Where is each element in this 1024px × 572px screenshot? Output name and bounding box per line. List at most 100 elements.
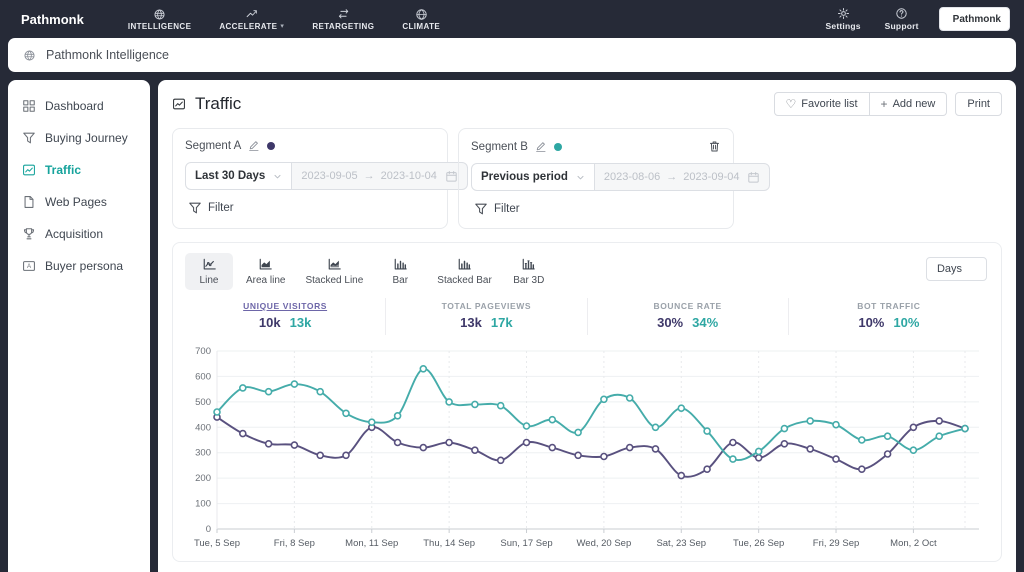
svg-text:300: 300 <box>195 448 211 459</box>
date-start: 2023-09-05 <box>301 170 358 182</box>
account-button[interactable]: Pathmonk <box>938 7 1010 31</box>
bar3d-tab-icon <box>520 258 537 272</box>
sidebar-item-dashboard[interactable]: Dashboard <box>8 90 150 122</box>
metric-bot-traffic[interactable]: BOT TRAFFIC 10% 10% <box>787 298 989 335</box>
metric-value-segment-b: 17k <box>490 315 513 330</box>
date-range-input[interactable]: 2023-09-05 → 2023-10-04 <box>292 162 468 190</box>
filter-button[interactable]: Filter <box>185 201 435 215</box>
pencil-icon[interactable] <box>535 141 547 153</box>
svg-text:Mon, 2 Oct: Mon, 2 Oct <box>890 538 937 549</box>
svg-text:Tue, 5 Sep: Tue, 5 Sep <box>194 538 240 549</box>
filter-button[interactable]: Filter <box>471 202 721 216</box>
account-button-label: Pathmonk <box>952 13 1001 25</box>
main-panel: Traffic ♡ Favorite list + Add new <box>158 80 1016 572</box>
main-header: Traffic ♡ Favorite list + Add new <box>172 92 1002 116</box>
date-preset-select[interactable]: Last 30 Days <box>185 162 293 190</box>
nav-item-retargeting[interactable]: RETARGETING <box>312 8 374 31</box>
intelligence-icon <box>23 49 36 62</box>
chart-tab-line[interactable]: Line <box>185 253 233 290</box>
chart-tab-area-line[interactable]: Area line <box>239 253 292 290</box>
funnel-icon <box>188 201 202 215</box>
date-end: 2023-09-04 <box>683 171 740 183</box>
svg-text:200: 200 <box>195 473 211 484</box>
nav-item-support[interactable]: Support <box>885 7 919 31</box>
metric-value-segment-a: 10% <box>858 315 885 330</box>
funnel-icon <box>474 202 488 216</box>
svg-text:400: 400 <box>195 422 211 433</box>
print-button[interactable]: Print <box>955 92 1002 116</box>
traffic-line-chart[interactable]: 0 100 200 300 400 500 600 700 Tue, 5 Sep Fri, 8 S… <box>185 341 989 553</box>
dashboard-icon <box>22 99 36 113</box>
granularity-select[interactable]: Days <box>925 257 987 281</box>
date-range-input[interactable]: 2023-08-06 → 2023-09-04 <box>594 163 771 191</box>
chart-tab-bar[interactable]: Bar <box>376 253 424 290</box>
chevron-down-icon <box>576 173 585 182</box>
chart-tab-stacked-bar[interactable]: Stacked Bar <box>430 253 498 290</box>
area-tab-icon <box>257 258 274 272</box>
svg-text:500: 500 <box>195 397 211 408</box>
intelligence-icon <box>153 8 166 20</box>
topnav-right: Settings Support <box>826 7 919 31</box>
date-start: 2023-08-06 <box>603 171 661 183</box>
range-arrow: → <box>666 171 678 183</box>
pencil-icon[interactable] <box>248 140 260 152</box>
sidebar-item-web-pages[interactable]: Web Pages <box>8 186 150 218</box>
chart-toolbar: Line Area line Stacked Line Bar Stacked … <box>185 253 989 290</box>
top-navigation: Pathmonk INTELLIGENCE ACCELERATE ▾ RETARG… <box>0 0 1024 38</box>
web-pages-icon <box>22 195 36 209</box>
chart-tab-bar-3d[interactable]: Bar 3D <box>505 253 553 290</box>
svg-text:Fri, 29 Sep: Fri, 29 Sep <box>813 538 859 549</box>
pathmonk-logo[interactable]: Pathmonk <box>14 12 84 27</box>
sidebar-item-buyer-persona[interactable]: A Buyer persona <box>8 250 150 282</box>
breadcrumb-label: Pathmonk Intelligence <box>46 48 169 62</box>
metric-total-pageviews[interactable]: TOTAL PAGEVIEWS 13k 17k <box>385 298 586 335</box>
sidebar-item-acquisition[interactable]: Acquisition <box>8 218 150 250</box>
metric-value-segment-a: 13k <box>460 315 482 330</box>
svg-text:Sat, 23 Sep: Sat, 23 Sep <box>656 538 706 549</box>
chart-tab-stacked-line[interactable]: Stacked Line <box>298 253 370 290</box>
chevron-down-icon: ▾ <box>280 23 285 30</box>
metric-value-segment-b: 34% <box>692 315 719 330</box>
header-actions: ♡ Favorite list + Add new Print <box>773 92 1002 116</box>
climate-icon <box>415 8 428 20</box>
logo-text: Pathmonk <box>21 11 84 27</box>
nav-item-intelligence[interactable]: INTELLIGENCE <box>128 8 191 31</box>
svg-text:0: 0 <box>206 524 211 535</box>
metric-value-segment-b: 10% <box>893 315 920 330</box>
metric-value-segment-b: 13k <box>289 315 312 330</box>
segment-panels: Segment A Last 30 Days 2023-09-05 → 2023… <box>172 128 1002 229</box>
add-new-button[interactable]: + Add new <box>869 92 948 116</box>
svg-text:100: 100 <box>195 499 211 510</box>
range-arrow: → <box>363 170 375 182</box>
nav-item-settings[interactable]: Settings <box>826 7 861 31</box>
heart-icon: ♡ <box>785 97 797 111</box>
svg-text:Thu, 14 Sep: Thu, 14 Sep <box>423 538 475 549</box>
svg-text:Wed, 20 Sep: Wed, 20 Sep <box>577 538 632 549</box>
traffic-chart-icon <box>172 97 186 111</box>
header-button-group: ♡ Favorite list + Add new <box>773 92 948 116</box>
metric-unique-visitors[interactable]: UNIQUE VISITORS 10k 13k <box>243 301 328 330</box>
segment-panel-b: Segment B Previous period 2023-08-06 → 2… <box>458 128 771 229</box>
trash-icon[interactable] <box>708 140 721 153</box>
nav-item-accelerate[interactable]: ACCELERATE ▾ <box>219 8 284 31</box>
content-area: Dashboard Buying Journey Traffic Web Pag… <box>8 80 1016 572</box>
sidebar-item-traffic[interactable]: Traffic <box>8 154 150 186</box>
traffic-chart-icon <box>22 163 36 177</box>
date-preset-select[interactable]: Previous period <box>471 163 595 191</box>
retargeting-icon <box>337 8 350 20</box>
metric-value-segment-a: 10k <box>258 315 281 330</box>
sidebar-item-buying-journey[interactable]: Buying Journey <box>8 122 150 154</box>
stacked-bar-tab-icon <box>456 258 473 272</box>
svg-text:Sun, 17 Sep: Sun, 17 Sep <box>500 538 552 549</box>
page-title: Traffic <box>172 94 241 114</box>
svg-text:700: 700 <box>195 346 211 357</box>
nav-item-climate[interactable]: CLIMATE <box>402 8 440 31</box>
metric-bounce-rate[interactable]: BOUNCE RATE 30% 34% <box>586 298 788 335</box>
segment-name: Segment A <box>185 140 242 152</box>
svg-text:Mon, 11 Sep: Mon, 11 Sep <box>345 538 398 549</box>
breadcrumb: Pathmonk Intelligence <box>8 38 1016 72</box>
favorite-list-button[interactable]: ♡ Favorite list <box>773 92 870 116</box>
svg-text:A: A <box>27 263 32 270</box>
accelerate-icon <box>245 8 259 20</box>
